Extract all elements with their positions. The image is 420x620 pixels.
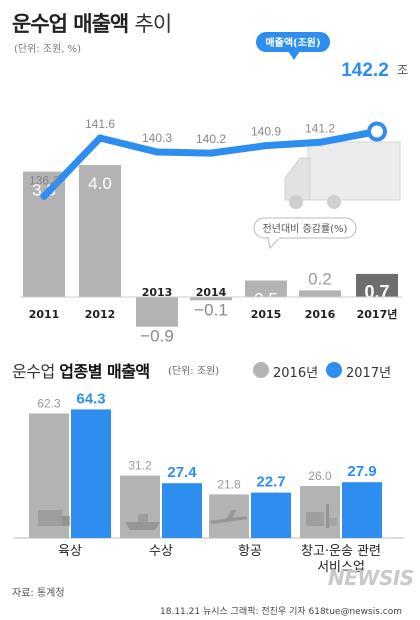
legend-2016-swatch — [253, 362, 269, 378]
bar-2017년-창고·운송 관련 서비스업 — [342, 482, 382, 538]
forklift-body — [306, 512, 324, 526]
bar-2014 — [190, 297, 232, 301]
revenue-label-2011: 136.2 — [29, 173, 59, 187]
category-label-2015: 2015 — [251, 308, 282, 321]
revenue-point-2012 — [96, 134, 104, 142]
bar-2017년 — [356, 273, 398, 297]
category-label-2012: 2012 — [85, 308, 116, 321]
revenue-unit-suffix: 조 — [397, 63, 408, 77]
growth-callout-bubble — [253, 217, 357, 239]
truck-small-icon — [38, 510, 70, 526]
revenue-label-2014: 140.2 — [196, 132, 226, 146]
revenue-label-2015: 140.9 — [251, 125, 281, 139]
bar-2017년-수상 — [162, 483, 202, 538]
category-label-3-1: 서비스업 — [317, 560, 365, 575]
category-label-2-0: 항공 — [238, 544, 262, 559]
category-label-2017년: 2017년 — [357, 307, 398, 321]
revenue-point-2016 — [316, 138, 324, 146]
truck-wheel-front — [289, 195, 303, 209]
value-label-2017년-창고·운송 관련 서비스업: 27.9 — [347, 463, 376, 480]
bar-2013 — [136, 297, 178, 327]
revenue-callout-bubble — [256, 32, 330, 52]
value-label-2016년-항공: 21.8 — [217, 477, 241, 491]
legend-2017-swatch — [326, 362, 342, 378]
bar-label-2015: 0.5 — [254, 290, 278, 309]
chart2-title: 운수업 업종별 매출액 — [12, 362, 150, 381]
truck-wheel-rear — [327, 195, 341, 209]
bar-2012 — [79, 165, 121, 297]
revenue-point-2013 — [153, 148, 161, 156]
value-label-2016년-창고·운송 관련 서비스업: 26.0 — [308, 469, 332, 483]
source-note: 자료: 통계청 — [12, 588, 65, 599]
truck-small-body — [38, 510, 62, 526]
legend-2017-label: 2017년 — [346, 366, 392, 381]
ship-hull — [125, 522, 160, 530]
legend-2016-label: 2016년 — [273, 366, 319, 381]
revenue-label-2012: 141.6 — [85, 117, 115, 131]
truck-icon — [284, 141, 401, 209]
value-label-2017년-육상: 64.3 — [76, 390, 105, 407]
bar-2017년-육상 — [71, 409, 111, 538]
newsis-watermark: NEWSIS — [328, 566, 414, 590]
ship-icon — [125, 514, 160, 530]
category-label-0-0: 육상 — [58, 544, 82, 559]
category-label-2013: 2013 — [142, 286, 173, 299]
revenue-point-2015 — [262, 142, 270, 150]
chart1-unit: (단위: 조원, %) — [14, 44, 82, 55]
category-label-1-0: 수상 — [149, 544, 173, 559]
airplane-wing — [226, 510, 236, 519]
chart2-unit: (단위: 조원) — [168, 366, 220, 377]
credit-line: 18.11.21 뉴시스 그래픽: 전진우 기자 618tue@newsis.c… — [160, 607, 403, 617]
bar-label-2014: −0.1 — [194, 300, 228, 319]
category-label-2011: 2011 — [29, 308, 60, 321]
value-label-2017년-수상: 27.4 — [167, 464, 197, 481]
truck-small-cab — [62, 516, 70, 526]
revenue-label-2013: 140.3 — [142, 131, 172, 145]
value-label-2017년-항공: 22.7 — [256, 474, 285, 491]
revenue-point-2011 — [40, 192, 48, 200]
bar-label-2016: 0.2 — [308, 269, 332, 288]
bar-2016 — [299, 290, 341, 297]
bar-label-2013: −0.9 — [140, 327, 174, 345]
bar-2017년-항공 — [251, 492, 291, 538]
airplane-body — [210, 516, 248, 524]
chart1-title: 운수업 매출액 추이 — [12, 12, 172, 36]
truck-cab — [284, 157, 311, 201]
revenue-label-2016: 141.2 — [305, 121, 335, 135]
ship-deck — [138, 514, 148, 522]
revenue-point-2014 — [207, 149, 215, 157]
forklift-mast — [326, 504, 329, 528]
value-label-2016년-육상: 62.3 — [37, 396, 61, 410]
revenue-callout-pointer — [288, 51, 300, 60]
forklift-box — [329, 518, 337, 526]
category-label-3-0: 창고·운송 관련 — [301, 544, 381, 559]
truck-cargo-box — [307, 141, 401, 201]
revenue-callout-text: 매출액(조원) — [265, 36, 320, 49]
category-label-2016: 2016 — [305, 308, 336, 321]
revenue-label-2017년: 142.2 — [341, 60, 389, 81]
growth-callout-text: 전년대비 증감률(%) — [263, 223, 348, 235]
forklift-icon — [306, 504, 337, 528]
bar-label-2012: 4.0 — [88, 174, 112, 193]
category-label-2014: 2014 — [196, 286, 227, 299]
bar-2015 — [245, 280, 287, 297]
value-label-2016년-수상: 31.2 — [128, 459, 152, 473]
airplane-icon — [210, 510, 248, 524]
revenue-point-2017년 — [367, 121, 387, 142]
